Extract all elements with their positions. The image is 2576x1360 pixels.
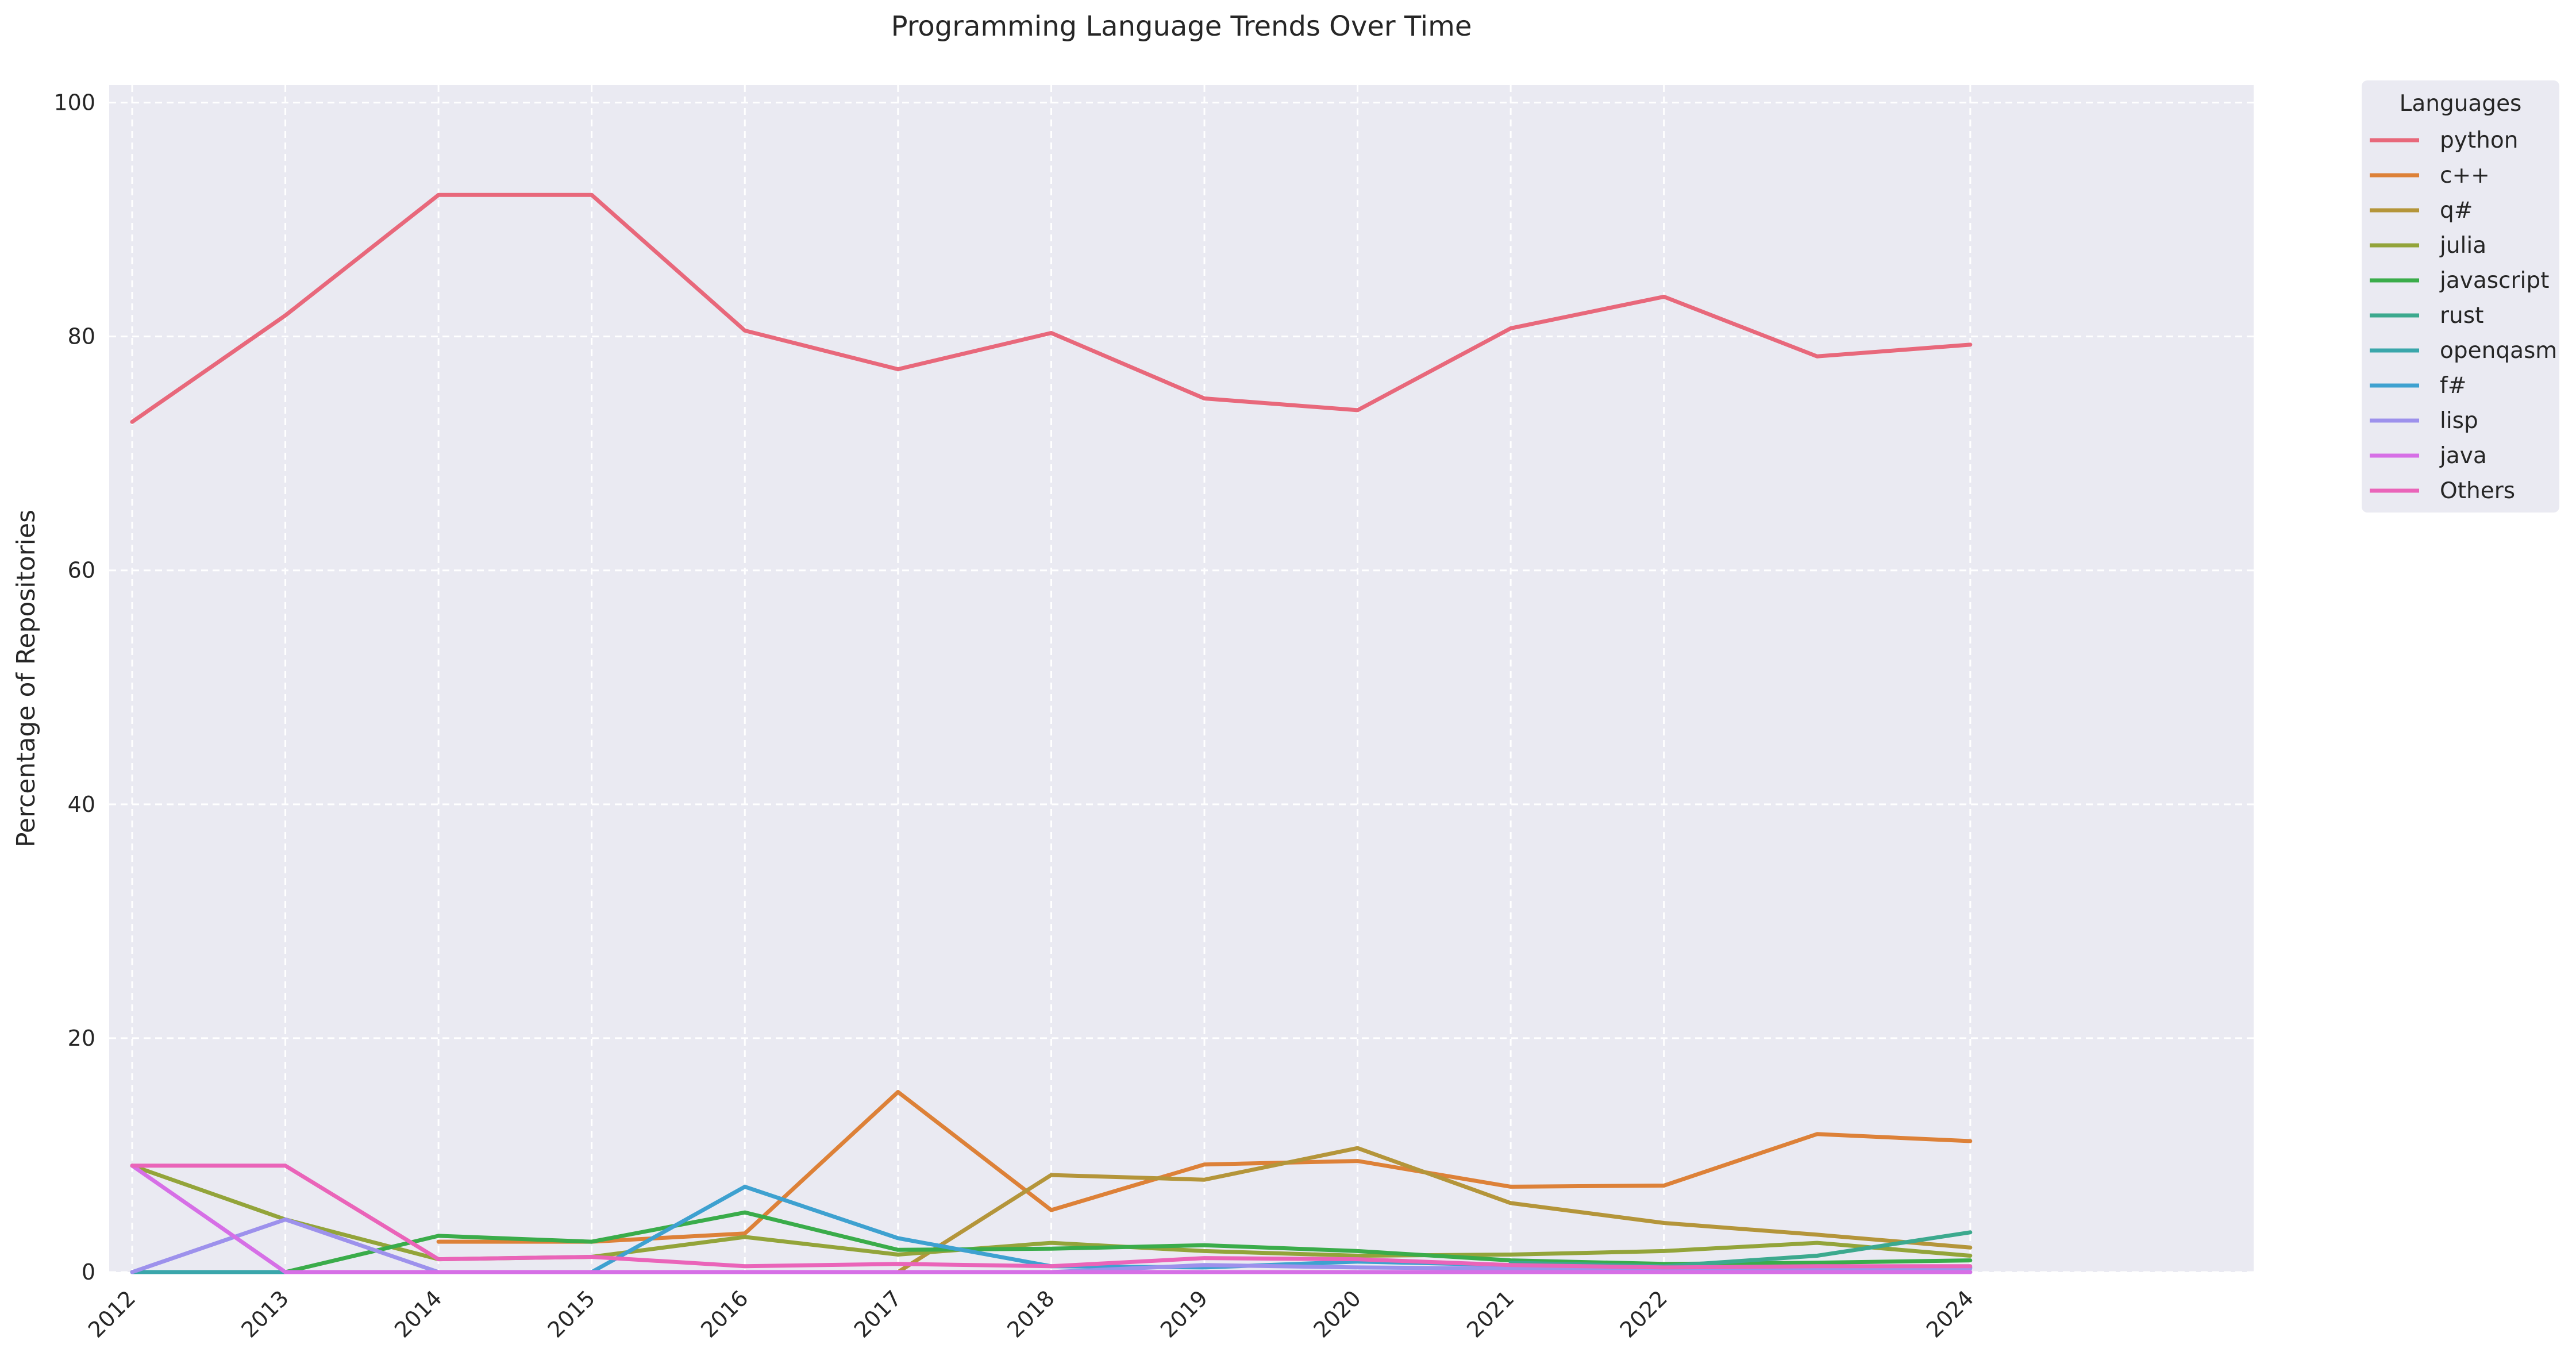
x-tick-label: 2015: [543, 1285, 600, 1343]
series-line: [130, 1163, 1973, 1274]
y-tick-label: 60: [68, 558, 95, 583]
series-python: [130, 192, 1973, 424]
legend-item: lisp: [2370, 408, 2478, 434]
series-layer: [130, 192, 1973, 1274]
y-tick-label: 100: [53, 90, 95, 115]
x-tick-label: 2013: [236, 1285, 294, 1343]
series-q#: [896, 1146, 1973, 1274]
legend-item: f#: [2370, 373, 2466, 399]
chart-title: Programming Language Trends Over Time: [891, 10, 1472, 43]
legend-label: q#: [2440, 198, 2473, 224]
legend-label: python: [2440, 128, 2518, 153]
y-tick-label: 80: [68, 324, 95, 349]
legend-label: lisp: [2440, 408, 2478, 434]
legend-item: openqasm: [2370, 338, 2557, 364]
legend-item: rust: [2370, 303, 2483, 329]
legend-item: java: [2370, 443, 2487, 469]
y-tick-label: 40: [68, 792, 95, 817]
legend-item: c++: [2370, 163, 2490, 188]
legend-label: openqasm: [2440, 338, 2557, 364]
series-line: [436, 1090, 1973, 1244]
legend-item: julia: [2370, 233, 2486, 259]
series-c++: [436, 1090, 1973, 1244]
y-tick-label: 20: [68, 1026, 95, 1051]
series-line: [896, 1146, 1973, 1274]
legend-item: Others: [2370, 478, 2515, 504]
legend-label: Others: [2440, 478, 2515, 504]
legend-items: python c++ q# julia javascript rust openqasm f#…: [2370, 128, 2557, 504]
series-line: [130, 1163, 1973, 1270]
series-Others: [130, 1163, 1973, 1270]
series-line: [130, 192, 1973, 424]
legend-label: f#: [2440, 373, 2466, 399]
legend: Languages python c++ q# julia javascript rust…: [2362, 80, 2559, 513]
y-tick-label: 0: [82, 1259, 95, 1285]
x-tick-label: 2021: [1462, 1285, 1519, 1343]
x-tick-label: 2020: [1308, 1285, 1366, 1343]
x-tick-label: 2022: [1615, 1285, 1673, 1343]
legend-box: [2362, 80, 2559, 513]
x-tick-label: 2018: [1002, 1285, 1060, 1343]
x-tick-label: 2017: [849, 1285, 907, 1343]
legend-label: julia: [2439, 233, 2486, 259]
x-tick-label: 2012: [83, 1285, 141, 1343]
x-tick-label: 2024: [1922, 1285, 1979, 1343]
y-axis: 0 20 40 60 80 100: [53, 90, 95, 1285]
plot-area: [109, 85, 2254, 1272]
x-tick-label: 2019: [1156, 1285, 1213, 1343]
x-axis: 2012 2013 2014 2015 2016 2017 2018 2019 2020 2021…: [83, 1285, 1978, 1343]
legend-label: c++: [2440, 163, 2490, 188]
legend-item: python: [2370, 128, 2518, 153]
grid: [109, 85, 2254, 1273]
x-tick-label: 2016: [696, 1285, 753, 1343]
legend-label: javascript: [2439, 268, 2549, 294]
x-tick-label: 2014: [390, 1285, 447, 1343]
legend-label: java: [2439, 443, 2487, 469]
y-axis-label: Percentage of Repositories: [11, 510, 41, 847]
legend-label: rust: [2440, 303, 2483, 329]
legend-title: Languages: [2400, 91, 2522, 117]
series-java: [130, 1163, 1973, 1274]
legend-item: q#: [2370, 198, 2473, 224]
legend-item: javascript: [2370, 268, 2549, 294]
